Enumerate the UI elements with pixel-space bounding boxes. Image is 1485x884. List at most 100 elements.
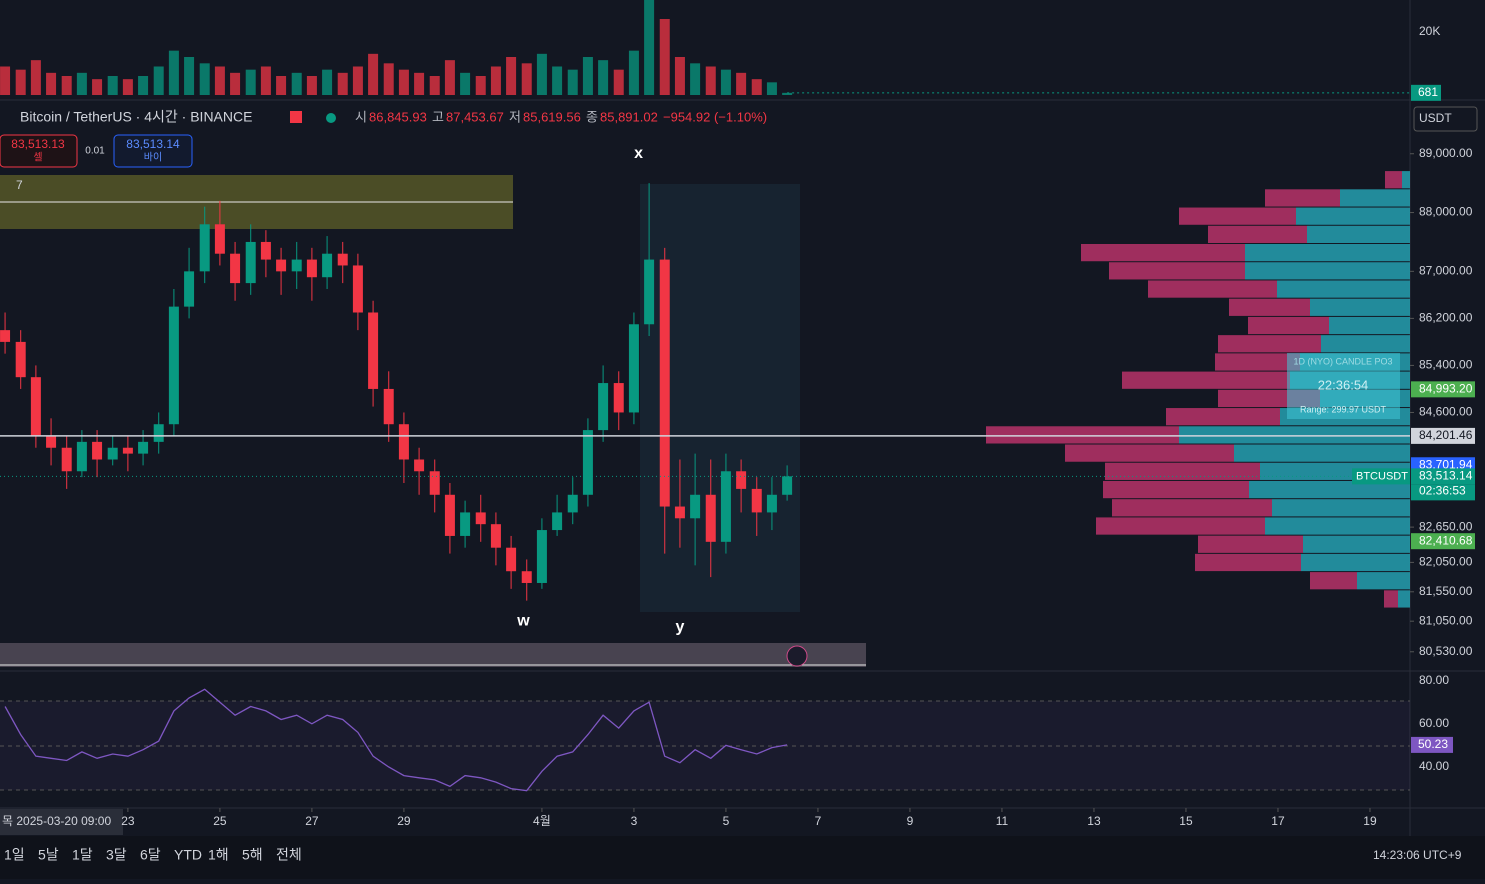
candle-body xyxy=(582,430,593,495)
pattern-label: x xyxy=(634,145,643,162)
rsi-tick-label: 80.00 xyxy=(1419,673,1449,687)
profile-buy xyxy=(1245,244,1410,262)
volume-bar xyxy=(291,72,302,95)
ohlc-value: 85,891.02 xyxy=(600,109,658,124)
candle-body xyxy=(521,571,532,583)
indicator-count[interactable]: 7 xyxy=(16,178,23,192)
currency-select[interactable] xyxy=(1413,106,1478,132)
volume-bar xyxy=(475,76,486,95)
toolbar-bg xyxy=(0,836,1485,879)
range-button[interactable]: 전체 xyxy=(276,847,302,863)
rsi-tag-label: 50.23 xyxy=(1418,737,1448,751)
profile-buy xyxy=(1265,517,1410,535)
candle-body xyxy=(720,471,731,542)
sell-button[interactable] xyxy=(0,134,78,168)
profile-buy xyxy=(1340,189,1410,207)
volume-bar xyxy=(460,72,471,95)
x-tick-label: 27 xyxy=(305,814,319,828)
volume-bar xyxy=(245,69,256,95)
price-tag-label: 84,993.20 xyxy=(1419,382,1473,396)
candle-body xyxy=(337,253,348,266)
buy-button[interactable] xyxy=(113,134,193,168)
x-tick-label: 19 xyxy=(1363,814,1377,828)
candle-body xyxy=(107,447,118,460)
x-tick-label: 13 xyxy=(1087,814,1101,828)
price-tag-label: 83,513.14 xyxy=(1419,469,1473,483)
y-tick-label: 81,050.00 xyxy=(1419,613,1473,627)
symbol-tag-bg xyxy=(1352,468,1410,485)
profile-buy xyxy=(1402,171,1410,189)
profile-buy xyxy=(1310,298,1410,316)
volume-bar xyxy=(15,69,26,95)
volume-bar xyxy=(214,66,225,95)
volume-bar xyxy=(766,82,777,95)
x-tick-label: 15 xyxy=(1179,814,1193,828)
currency: USDT xyxy=(1419,111,1452,125)
volume-bar xyxy=(674,57,685,95)
spread: 0.01 xyxy=(85,146,105,157)
candle-body xyxy=(15,341,26,378)
sell-label: 셀 xyxy=(33,152,42,164)
session-box xyxy=(1287,353,1400,419)
ohlc-value: 87,453.67 xyxy=(446,109,504,124)
x-tick-label: 5 xyxy=(723,814,730,828)
countdown: 02:36:53 xyxy=(1419,484,1466,498)
volume-bar xyxy=(659,19,670,95)
y-tick-label: 86,200.00 xyxy=(1419,311,1473,325)
price-tag xyxy=(1411,533,1475,550)
alert-icon[interactable] xyxy=(786,645,808,667)
volume-bar xyxy=(61,76,72,95)
profile-sell xyxy=(1166,408,1280,426)
sell-price: 83,513.13 xyxy=(11,137,65,151)
volume-bar xyxy=(352,66,363,95)
overlay: Bitcoin / TetherUS · 4시간 · BINANCE 83,51… xyxy=(0,24,1478,862)
volume-bar xyxy=(30,60,41,95)
profile-buy xyxy=(1329,316,1410,335)
range-button[interactable]: 6달 xyxy=(140,847,161,863)
volume-bar xyxy=(138,76,149,95)
volume-bar xyxy=(107,76,118,95)
candle-body xyxy=(352,265,363,313)
range-button[interactable]: 1해 xyxy=(208,847,229,863)
profile-sell xyxy=(1215,353,1300,371)
range-button[interactable]: 5날 xyxy=(38,847,59,863)
volume-bar xyxy=(184,57,195,95)
candle-body xyxy=(184,271,195,307)
candle-body xyxy=(383,388,394,425)
candle-body xyxy=(245,241,256,284)
ohlc-label: 종 xyxy=(586,109,598,124)
volume-bar xyxy=(552,66,563,95)
candle-body xyxy=(0,330,11,342)
profile-sell xyxy=(1195,553,1301,572)
profile-sell xyxy=(1148,280,1277,298)
profile-buy xyxy=(1398,590,1410,608)
ohlc-value: 85,619.56 xyxy=(523,109,581,124)
y-tick-label: 89,000.00 xyxy=(1419,146,1473,160)
status-dot xyxy=(326,113,336,123)
profile-buy xyxy=(1277,280,1410,298)
volume-bar xyxy=(46,72,57,95)
profile-sell xyxy=(1081,244,1245,262)
profile-sell xyxy=(1105,462,1260,480)
crosshair-date-bg xyxy=(0,809,123,835)
range-button[interactable]: 1일 xyxy=(4,847,25,863)
range-button[interactable]: 1달 xyxy=(72,847,93,863)
y-tick-label: 81,550.00 xyxy=(1419,584,1473,598)
range-button[interactable]: 3달 xyxy=(106,847,127,863)
range-button[interactable]: 5해 xyxy=(242,847,263,863)
buy-price: 83,513.14 xyxy=(126,137,180,151)
range-button[interactable]: YTD xyxy=(174,847,202,863)
price-tag xyxy=(1411,381,1475,398)
candle-body xyxy=(276,259,287,272)
last-volume-tag xyxy=(1411,84,1441,101)
volume-bar xyxy=(628,50,639,95)
profile-sell xyxy=(1065,444,1234,462)
y-tick-label: 88,000.00 xyxy=(1419,205,1473,219)
price-tag-label: 82,410.68 xyxy=(1419,533,1473,547)
volume-bar xyxy=(751,79,762,95)
symbol-title[interactable]: Bitcoin / TetherUS · 4시간 · BINANCE xyxy=(20,109,252,125)
candle-body xyxy=(782,476,793,495)
profile-buy xyxy=(1307,225,1410,243)
flag xyxy=(290,111,302,123)
